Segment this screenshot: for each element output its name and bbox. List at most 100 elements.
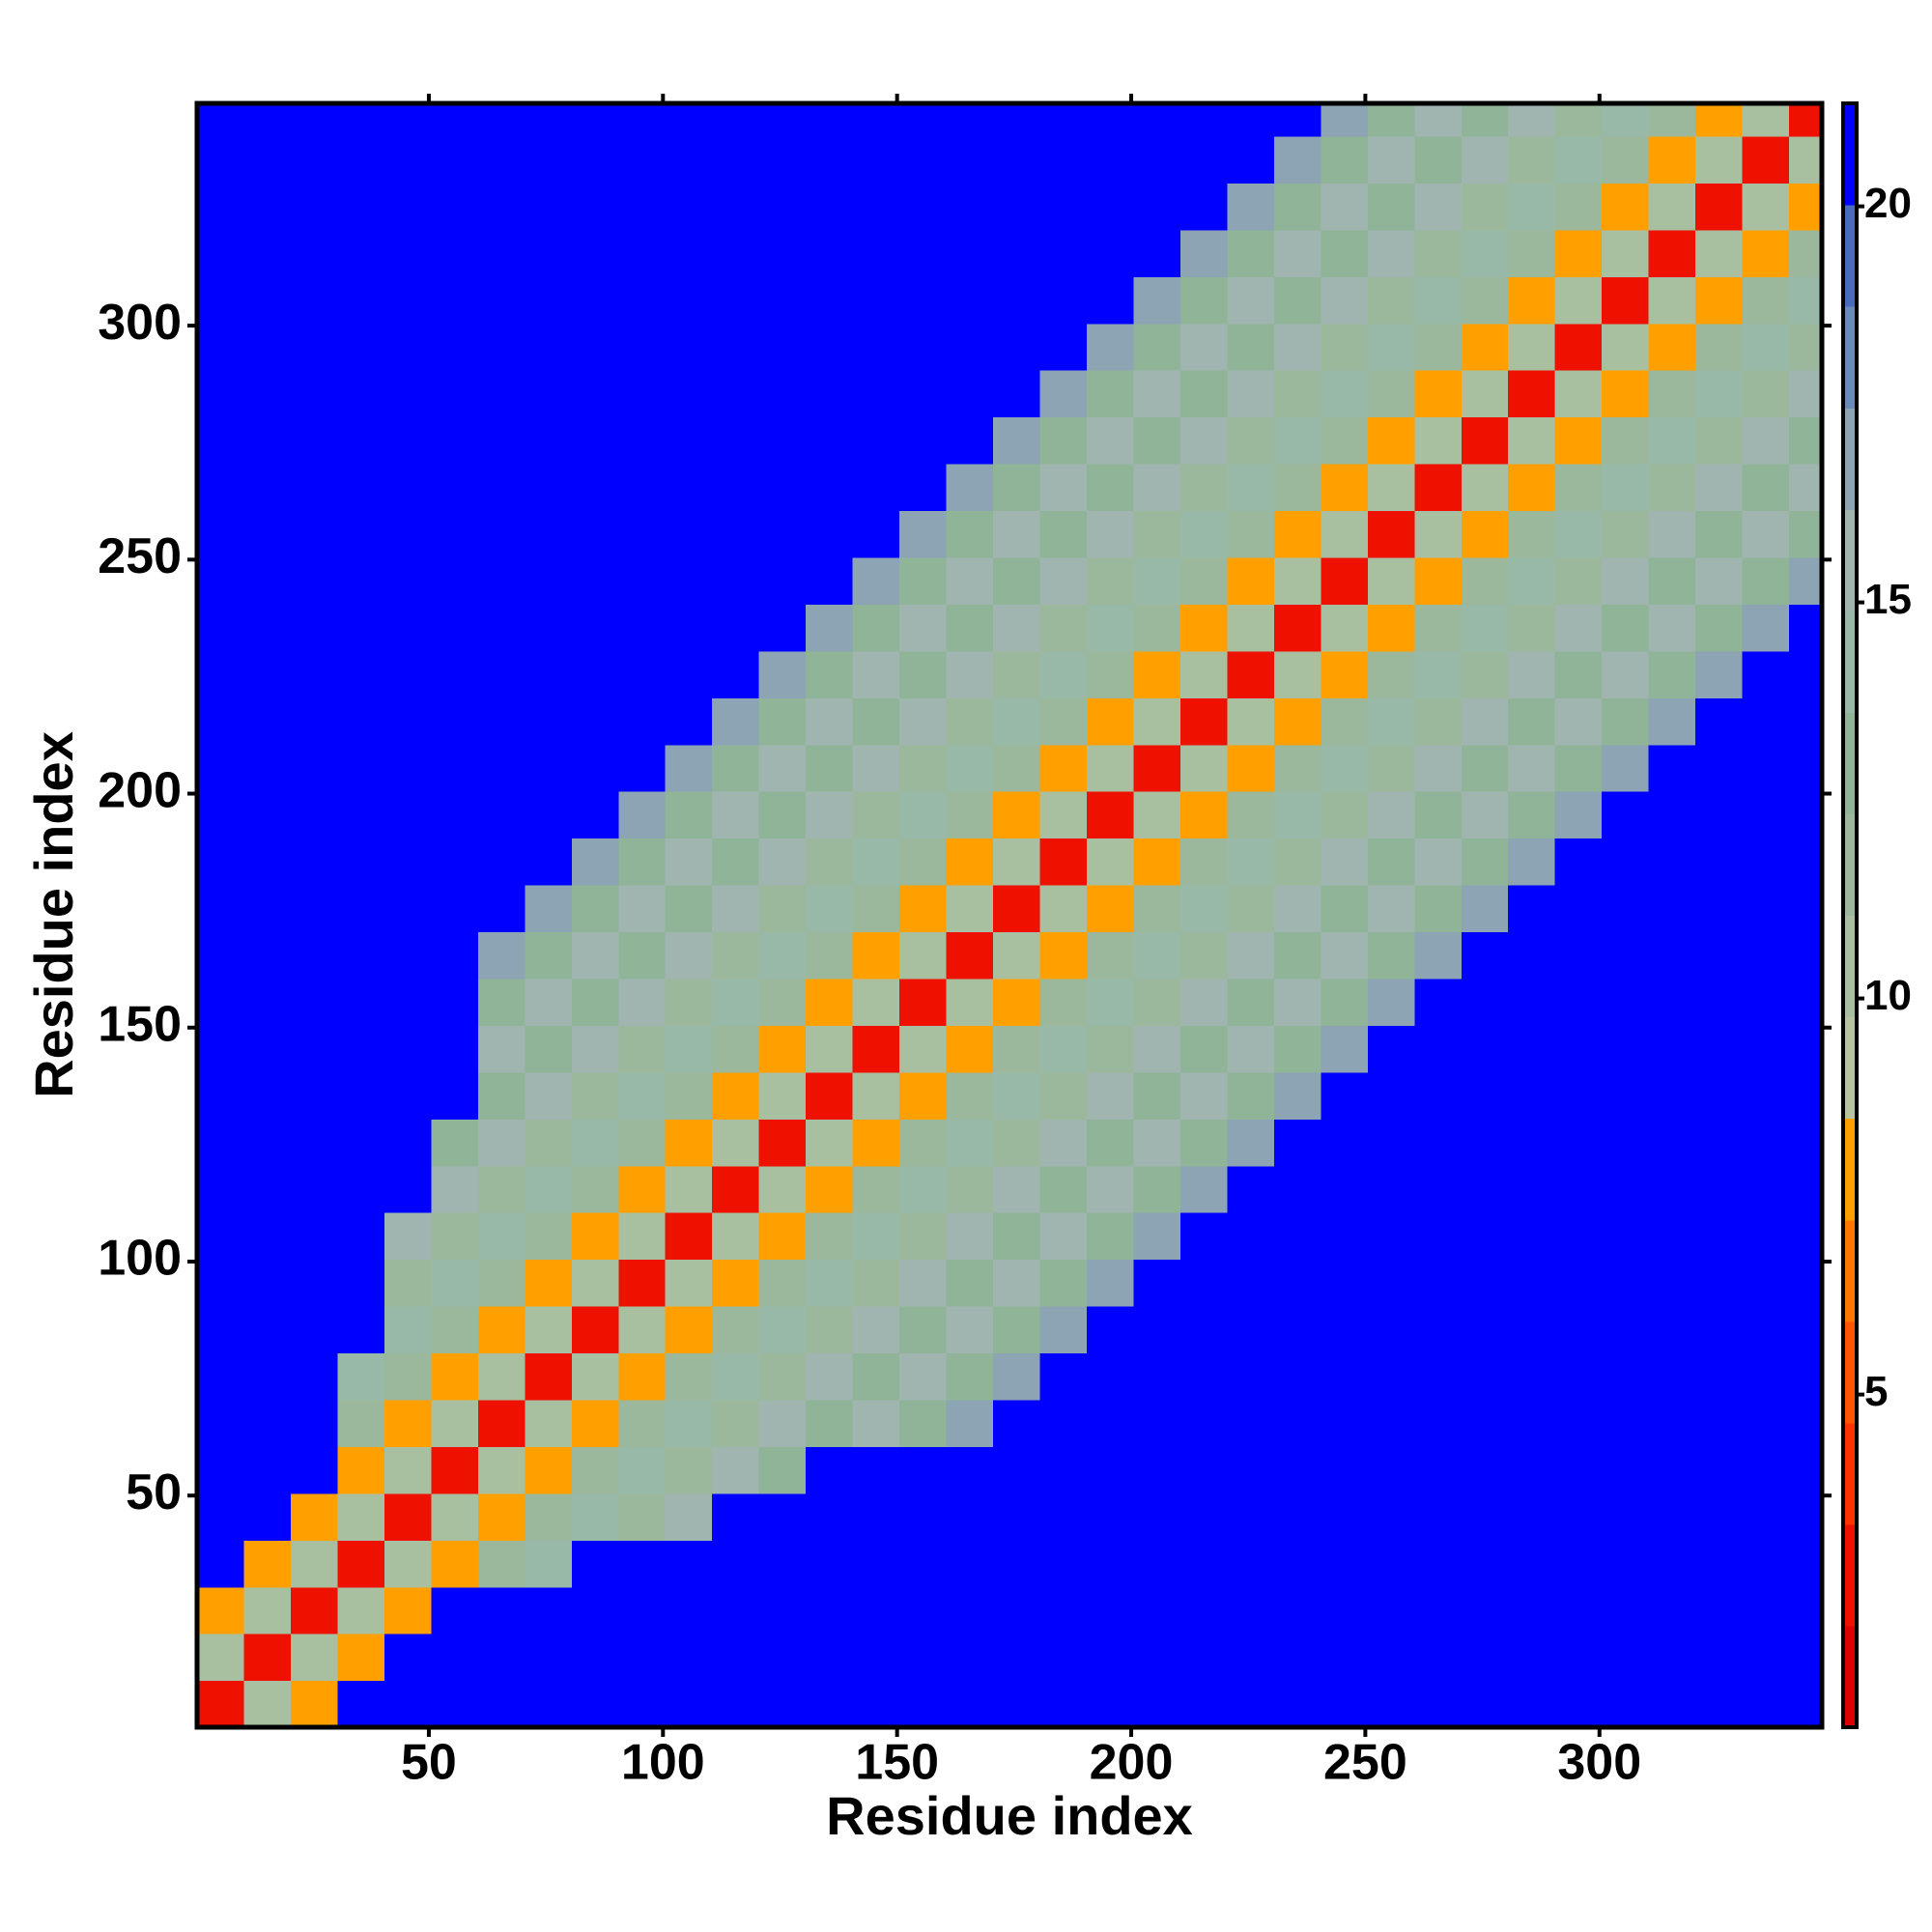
heatmap-cell xyxy=(899,135,948,184)
heatmap-cell xyxy=(852,1540,900,1588)
heatmap-cell xyxy=(712,1165,760,1213)
heatmap-cell xyxy=(618,1540,667,1588)
heatmap-cell xyxy=(665,697,713,746)
heatmap-cell xyxy=(1086,276,1135,325)
heatmap-cell xyxy=(431,697,479,746)
heatmap-cell xyxy=(1179,1446,1228,1494)
heatmap-cell xyxy=(1273,604,1321,652)
heatmap-cell xyxy=(571,416,619,465)
heatmap-cell xyxy=(665,1586,713,1634)
heatmap-cell xyxy=(1554,1634,1603,1682)
heatmap-cell xyxy=(197,744,245,792)
heatmap-cell xyxy=(1461,1212,1509,1261)
heatmap-cell xyxy=(1179,1352,1228,1401)
heatmap-cell xyxy=(337,370,385,418)
heatmap-cell xyxy=(1179,1540,1228,1588)
heatmap-cell xyxy=(899,1399,948,1447)
heatmap-cell xyxy=(665,416,713,465)
heatmap-cell xyxy=(899,931,948,980)
heatmap-cell xyxy=(618,276,667,325)
heatmap-cell xyxy=(618,1680,667,1728)
heatmap-cell xyxy=(1227,1025,1275,1073)
heatmap-cell xyxy=(618,1212,667,1261)
heatmap-cell xyxy=(758,183,807,231)
heatmap-cell xyxy=(243,604,292,652)
heatmap-cell xyxy=(993,1634,1041,1682)
heatmap-cell xyxy=(1648,276,1696,325)
heatmap-cell xyxy=(899,1352,948,1401)
heatmap-cell xyxy=(243,1165,292,1213)
heatmap-cell xyxy=(665,1634,713,1682)
heatmap-cell xyxy=(1789,1259,1823,1307)
heatmap-cell xyxy=(1179,323,1228,371)
heatmap-cell xyxy=(1273,978,1321,1026)
heatmap-cell xyxy=(993,323,1041,371)
heatmap-cell xyxy=(384,103,432,137)
heatmap-cell xyxy=(477,103,526,137)
heatmap-cell xyxy=(1227,464,1275,512)
heatmap-cell xyxy=(1508,697,1556,746)
heatmap-cell xyxy=(337,1399,385,1447)
heatmap-cell xyxy=(384,416,432,465)
heatmap-cell xyxy=(1273,1165,1321,1213)
heatmap-cell xyxy=(1179,885,1228,933)
heatmap-cell xyxy=(665,1446,713,1494)
heatmap-cell xyxy=(946,323,994,371)
heatmap-cell xyxy=(993,135,1041,184)
colorbar-segment xyxy=(1843,306,1857,409)
heatmap-cell xyxy=(525,416,573,465)
heatmap-cell xyxy=(431,1586,479,1634)
heatmap-cell xyxy=(712,1025,760,1073)
heatmap-cell xyxy=(1742,103,1790,137)
heatmap-cell xyxy=(1273,1492,1321,1541)
heatmap-cell xyxy=(1508,183,1556,231)
heatmap-cell xyxy=(758,1165,807,1213)
heatmap-cell xyxy=(1648,1540,1696,1588)
heatmap-cell xyxy=(899,1259,948,1307)
heatmap-cell xyxy=(571,1071,619,1120)
heatmap-cell xyxy=(946,416,994,465)
heatmap-cell xyxy=(1133,1119,1181,1167)
heatmap-cell xyxy=(1414,604,1463,652)
heatmap-cell xyxy=(993,838,1041,886)
heatmap-cell xyxy=(1039,183,1088,231)
heatmap-cell xyxy=(806,135,854,184)
heatmap-cell xyxy=(1789,135,1823,184)
heatmap-cell xyxy=(993,183,1041,231)
heatmap-cell xyxy=(1227,1634,1275,1682)
heatmap-cell xyxy=(1367,1306,1415,1354)
heatmap-cell xyxy=(337,885,385,933)
heatmap-cell xyxy=(197,464,245,512)
heatmap-cell xyxy=(243,1492,292,1541)
heatmap-cell xyxy=(337,556,385,605)
heatmap-cell xyxy=(1695,1634,1744,1682)
heatmap-cell xyxy=(1508,1071,1556,1120)
heatmap-cell xyxy=(758,416,807,465)
heatmap-cell xyxy=(477,1071,526,1120)
heatmap-cell xyxy=(384,1212,432,1261)
heatmap-cell xyxy=(384,1399,432,1447)
heatmap-cell xyxy=(290,1586,339,1634)
heatmap-cell xyxy=(1742,838,1790,886)
heatmap-cell xyxy=(618,1352,667,1401)
heatmap-cell xyxy=(1273,1586,1321,1634)
heatmap-cell xyxy=(337,1025,385,1073)
heatmap-cell xyxy=(712,103,760,137)
heatmap-cell xyxy=(1508,1306,1556,1354)
heatmap-cell xyxy=(852,556,900,605)
heatmap-cell xyxy=(1789,556,1823,605)
heatmap-cell xyxy=(431,1071,479,1120)
heatmap-cell xyxy=(1602,1165,1650,1213)
heatmap-cell xyxy=(1508,103,1556,137)
heatmap-cell xyxy=(712,650,760,698)
heatmap-cell xyxy=(571,103,619,137)
heatmap-cell xyxy=(1086,885,1135,933)
heatmap-cell xyxy=(1554,697,1603,746)
heatmap-cell xyxy=(1227,978,1275,1026)
heatmap-cell xyxy=(431,650,479,698)
heatmap-cell xyxy=(243,276,292,325)
heatmap-cell xyxy=(852,1165,900,1213)
heatmap-cell xyxy=(1273,510,1321,558)
heatmap-cell xyxy=(431,791,479,839)
heatmap-cell xyxy=(618,978,667,1026)
